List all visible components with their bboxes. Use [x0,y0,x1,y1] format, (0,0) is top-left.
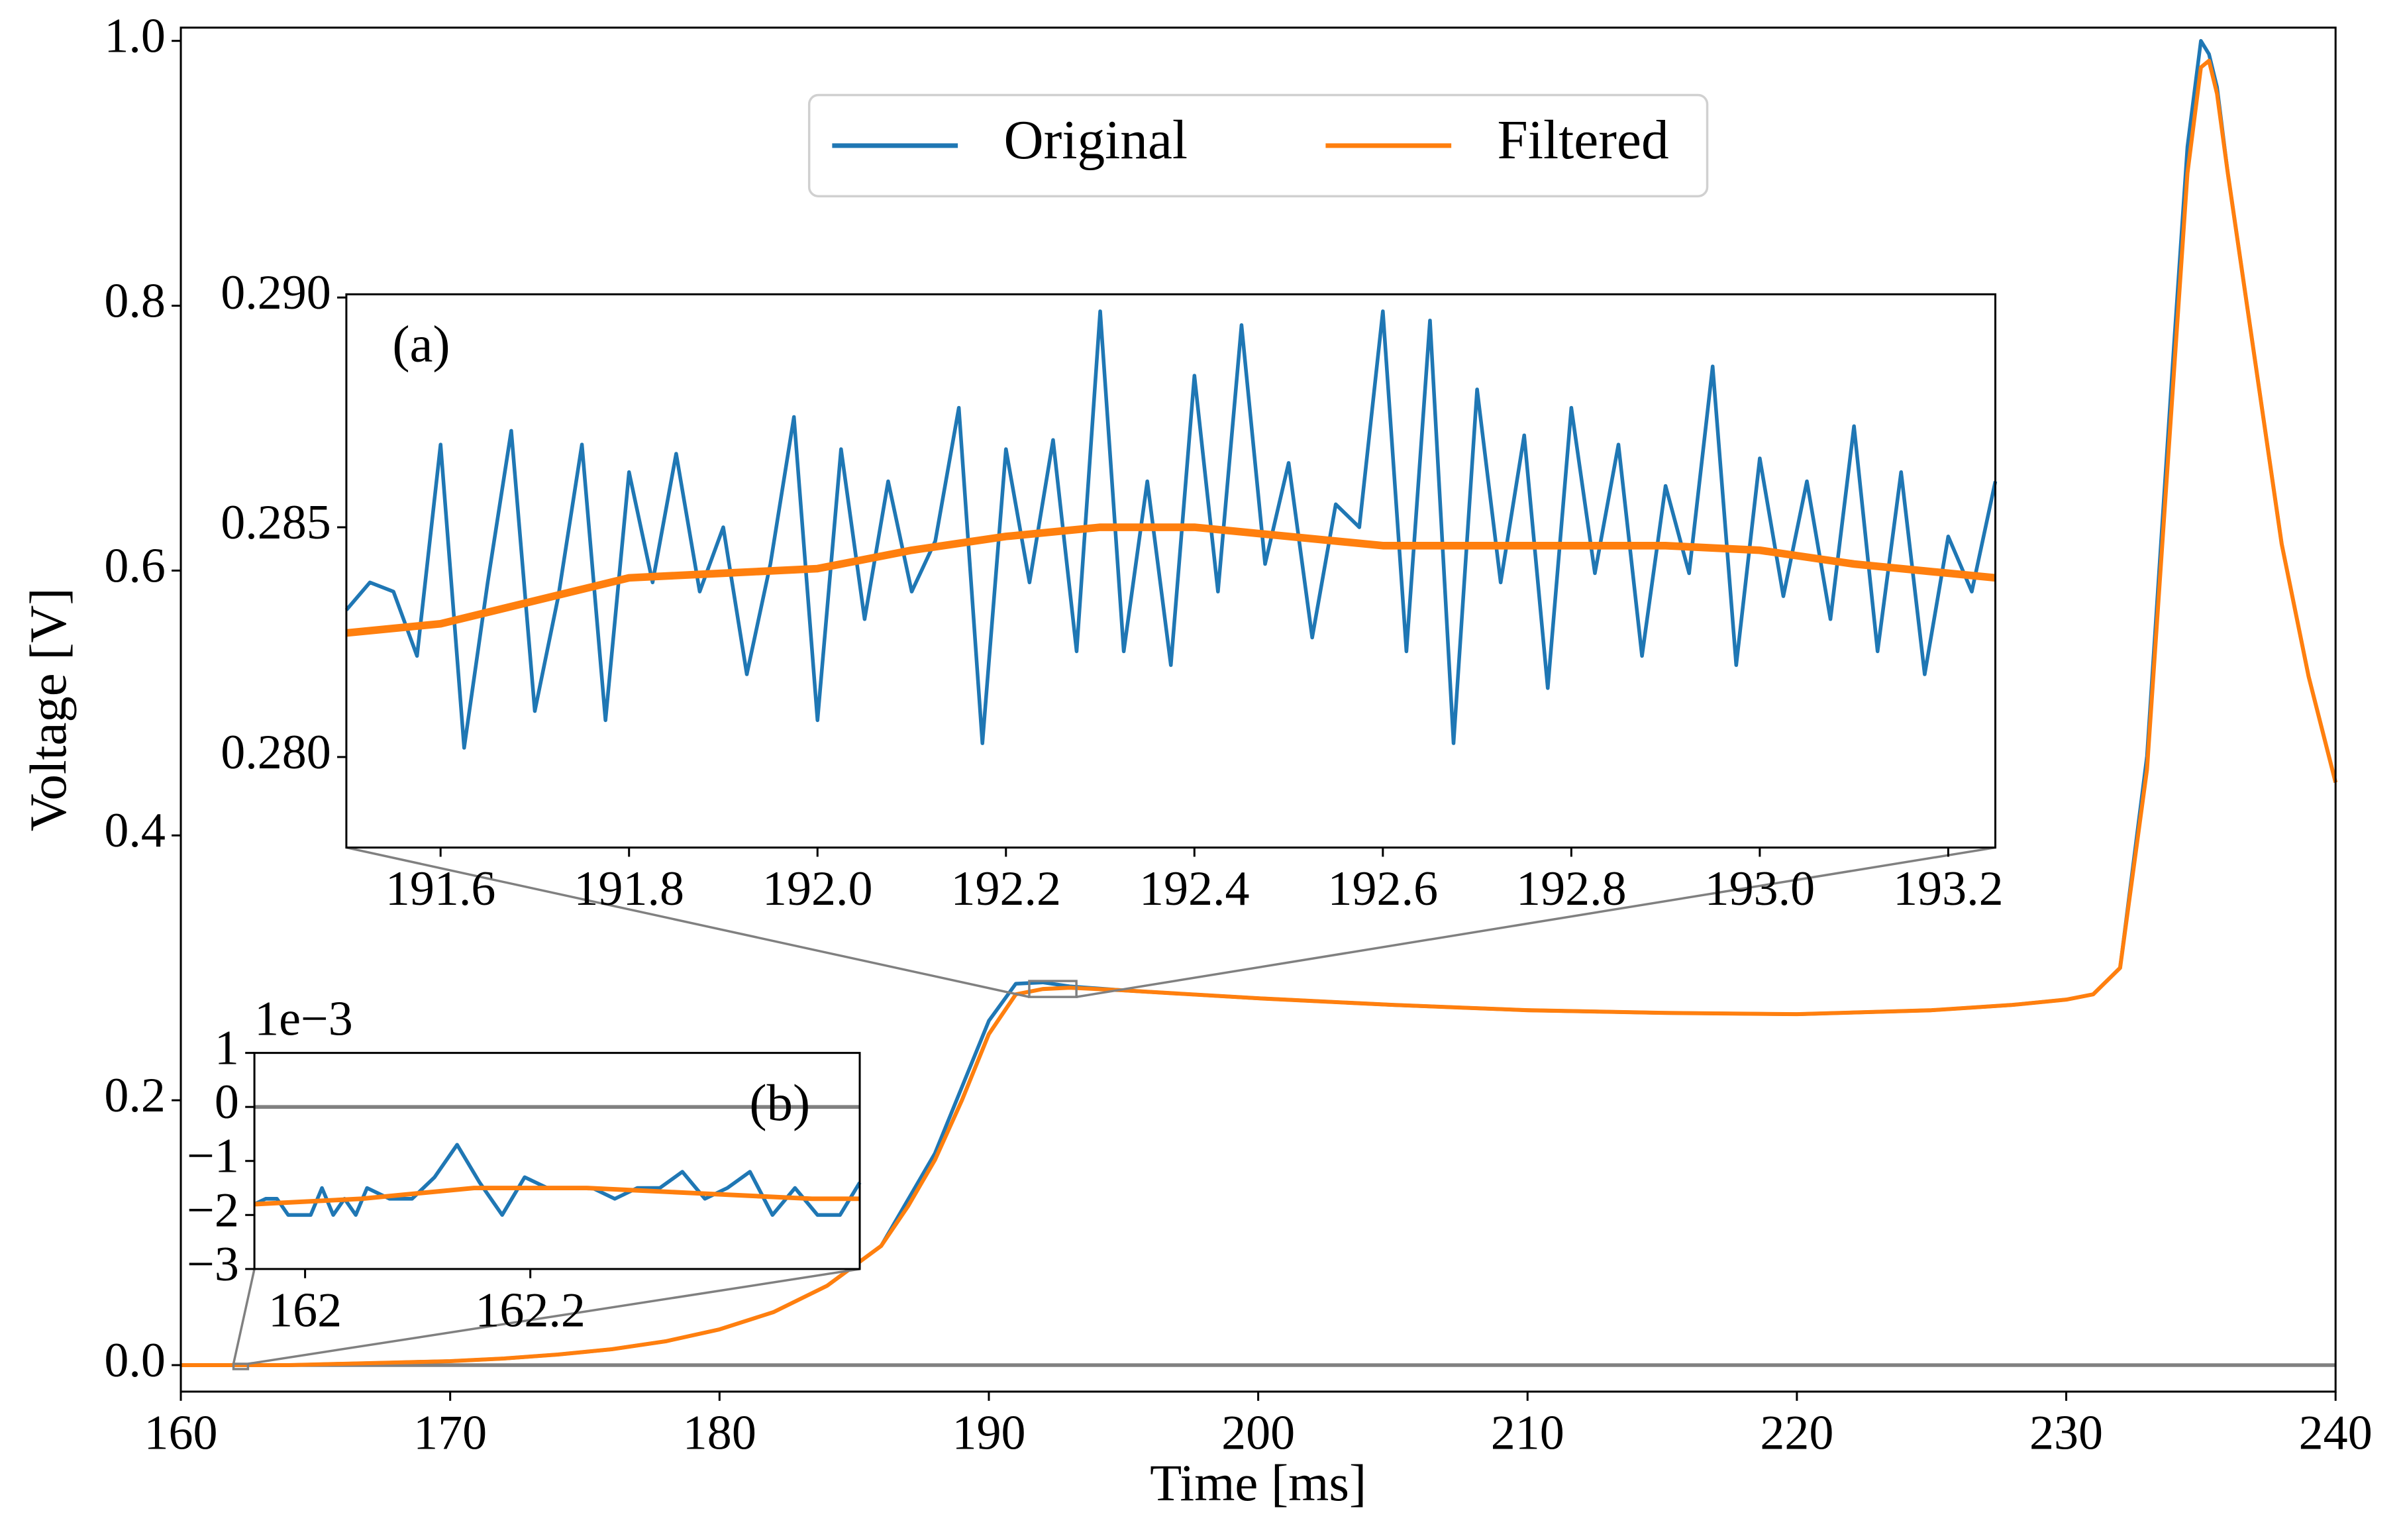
x-tick-label: 190 [952,1406,1025,1460]
legend-label: Filtered [1498,110,1669,171]
y-tick-label: 1 [215,1021,239,1076]
x-tick-label: 193.2 [1893,862,2004,916]
zoom-connector [1076,846,1996,998]
zoom-connector [248,1268,860,1365]
y-tick-label: 0.4 [104,803,166,858]
zoom-connector [232,1268,256,1364]
x-axis-label: Time [ms] [1150,1455,1366,1512]
y-tick-label: −3 [187,1237,239,1292]
series-line [253,1143,862,1217]
zoom-indicator [1028,980,1078,998]
x-tick-label: 230 [2029,1406,2103,1460]
axes-frame [179,26,2337,1393]
y-tick-label: 0.280 [221,725,331,780]
legend-box [807,93,1709,197]
y-tick-label: 0.2 [104,1068,166,1123]
x-tick-label: 191.6 [385,862,496,916]
y-tick-label: 0.290 [221,266,331,320]
x-tick-label: 200 [1221,1406,1295,1460]
y-tick-label: 0.0 [104,1333,166,1388]
x-tick-label: 210 [1491,1406,1564,1460]
series-line [346,523,1996,637]
inset-label: (b) [749,1074,810,1132]
x-tick-label: 192.4 [1139,862,1250,916]
x-tick-label: 192.2 [950,862,1061,916]
y-tick-label: −2 [187,1183,239,1237]
x-tick-label: 193.0 [1705,862,1815,916]
legend-label: Original [1004,110,1188,171]
series-line [344,309,1998,750]
x-tick-label: 192.8 [1516,862,1627,916]
x-tick-label: 160 [144,1406,218,1460]
y-axis-label: Voltage [V] [20,588,77,831]
x-tick-label: 170 [413,1406,487,1460]
series-line [254,1186,860,1207]
x-tick-label: 162.2 [475,1283,586,1337]
y-tick-label: −1 [187,1129,239,1184]
y-offset-label: 1e−3 [254,992,353,1047]
y-tick-label: 0.285 [221,495,331,550]
x-tick-label: 162 [268,1283,342,1337]
x-tick-label: 192.0 [762,862,873,916]
x-tick-label: 192.6 [1328,862,1439,916]
x-tick-label: 240 [2299,1406,2373,1460]
inset-background [254,1052,860,1269]
y-tick-label: 0.8 [104,274,166,329]
x-tick-label: 180 [683,1406,756,1460]
y-tick-label: 0 [215,1075,239,1129]
axes-frame [345,293,1997,849]
zoom-indicator [232,1362,250,1370]
y-tick-label: 1.0 [104,9,166,64]
zoom-connector [346,846,1030,998]
inset-label: (a) [392,316,450,374]
x-tick-label: 220 [1760,1406,1833,1460]
y-tick-label: 0.6 [104,539,166,593]
x-tick-label: 191.8 [574,862,684,916]
